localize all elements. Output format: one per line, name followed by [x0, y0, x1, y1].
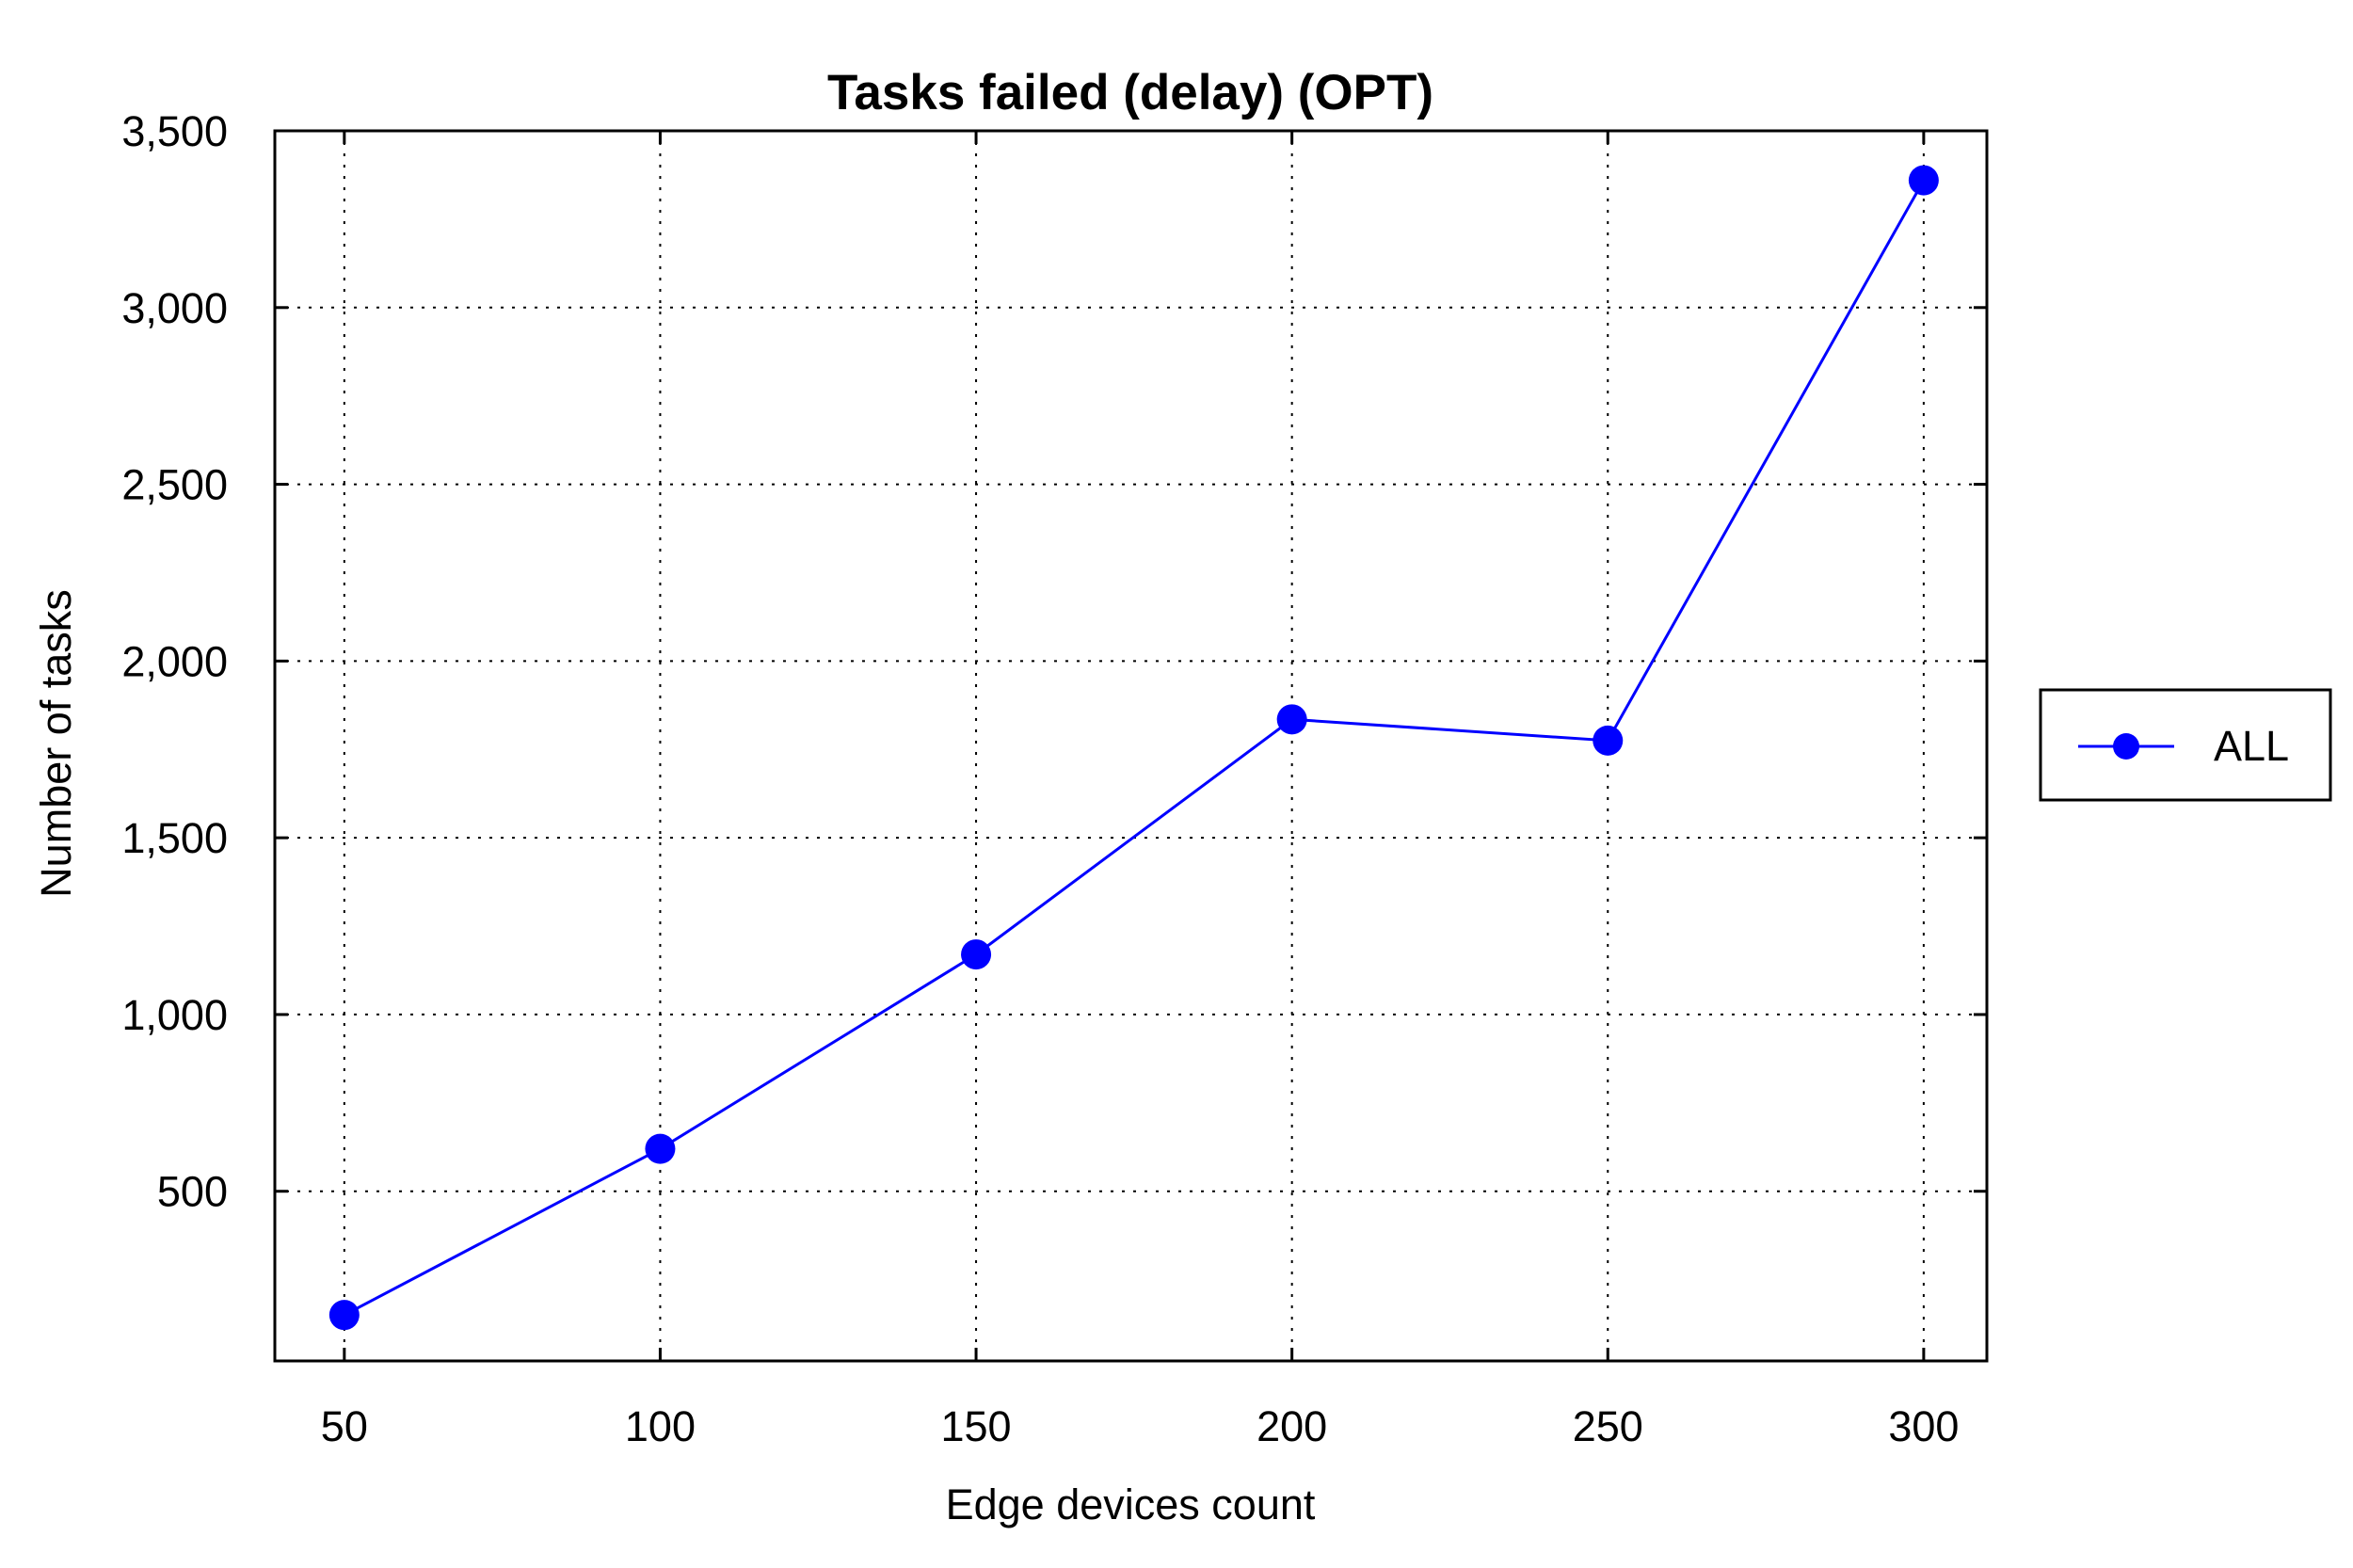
x-tick-label: 200: [1257, 1402, 1327, 1450]
y-tick-label: 1,000: [121, 991, 228, 1039]
y-axis-label: Number of tasks: [32, 589, 80, 898]
legend-entry-label: ALL: [2214, 722, 2289, 770]
chart-title: Tasks failed (delay) (OPT): [827, 65, 1433, 120]
y-tick-label: 2,000: [121, 637, 228, 685]
data-point-marker: [645, 1133, 676, 1164]
data-point-marker: [961, 939, 992, 970]
x-tick-label: 150: [941, 1402, 1012, 1450]
series-lines: [344, 179, 1926, 1317]
data-point-marker: [328, 1300, 360, 1331]
x-tick-label: 300: [1888, 1402, 1959, 1450]
x-tick-label: 50: [321, 1402, 368, 1450]
y-tick-label: 1,500: [121, 814, 228, 862]
data-point-marker: [1593, 725, 1624, 756]
legend-marker-swatch: [2113, 733, 2139, 760]
legend: ALL: [2039, 688, 2332, 802]
x-axis-ticks: 50 100 150 200 250 300: [321, 131, 1959, 1450]
data-point-marker: [1276, 704, 1307, 735]
y-tick-label: 2,500: [121, 461, 228, 509]
data-point-marker: [1908, 165, 1939, 196]
y-tick-label: 3,000: [121, 284, 228, 332]
grid-lines: [275, 131, 1987, 1361]
series-line: [344, 179, 1926, 1317]
x-tick-label: 250: [1573, 1402, 1643, 1450]
series-markers: [328, 165, 1939, 1331]
x-tick-label: 100: [625, 1402, 696, 1450]
y-tick-label: 3,500: [121, 107, 228, 155]
x-axis-label: Edge devices count: [946, 1480, 1316, 1528]
y-tick-label: 500: [157, 1168, 228, 1216]
y-axis-ticks: 500 1,000 1,500 2,000 2,500 3,000 3,500: [121, 107, 1987, 1216]
plot-frame: [273, 129, 1989, 1363]
